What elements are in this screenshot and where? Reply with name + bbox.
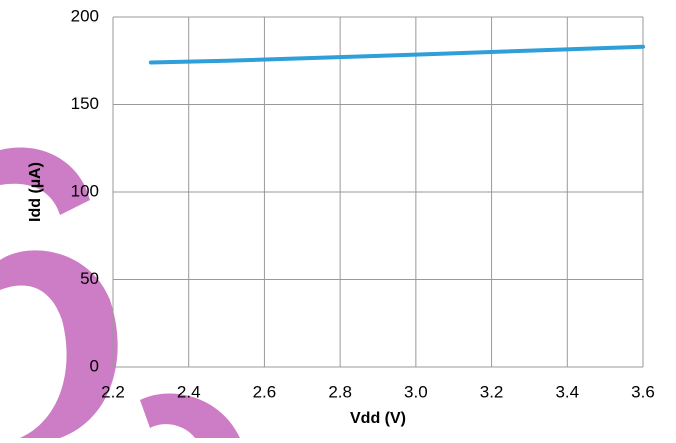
y-tick-label: 50 — [80, 269, 99, 288]
x-tick-label: 2.6 — [253, 382, 277, 401]
x-tick-label: 2.2 — [101, 382, 125, 401]
y-tick-label: 0 — [90, 356, 99, 375]
watermark — [0, 147, 240, 438]
x-tick-label: 3.4 — [555, 382, 579, 401]
y-tick-label: 200 — [71, 6, 99, 25]
x-tick-label: 3.6 — [631, 382, 655, 401]
x-tick-label: 2.8 — [328, 382, 352, 401]
x-tick-label: 3.0 — [404, 382, 428, 401]
y-tick-label: 150 — [71, 94, 99, 113]
x-axis-title: Vdd (V) — [350, 410, 406, 427]
y-axis-title: Idd (µA) — [27, 162, 44, 222]
x-tick-label: 2.4 — [177, 382, 201, 401]
data-line — [148, 44, 645, 65]
y-tick-label: 100 — [71, 181, 99, 200]
x-tick-label: 3.2 — [480, 382, 504, 401]
